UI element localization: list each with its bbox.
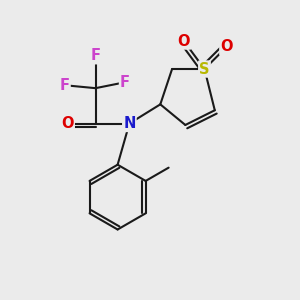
Text: N: N — [123, 116, 136, 131]
Text: O: O — [61, 116, 74, 131]
Text: O: O — [220, 39, 233, 54]
Text: O: O — [178, 34, 190, 49]
Text: F: F — [120, 75, 130, 90]
Text: F: F — [91, 48, 100, 63]
Text: F: F — [60, 78, 70, 93]
Text: S: S — [199, 61, 210, 76]
